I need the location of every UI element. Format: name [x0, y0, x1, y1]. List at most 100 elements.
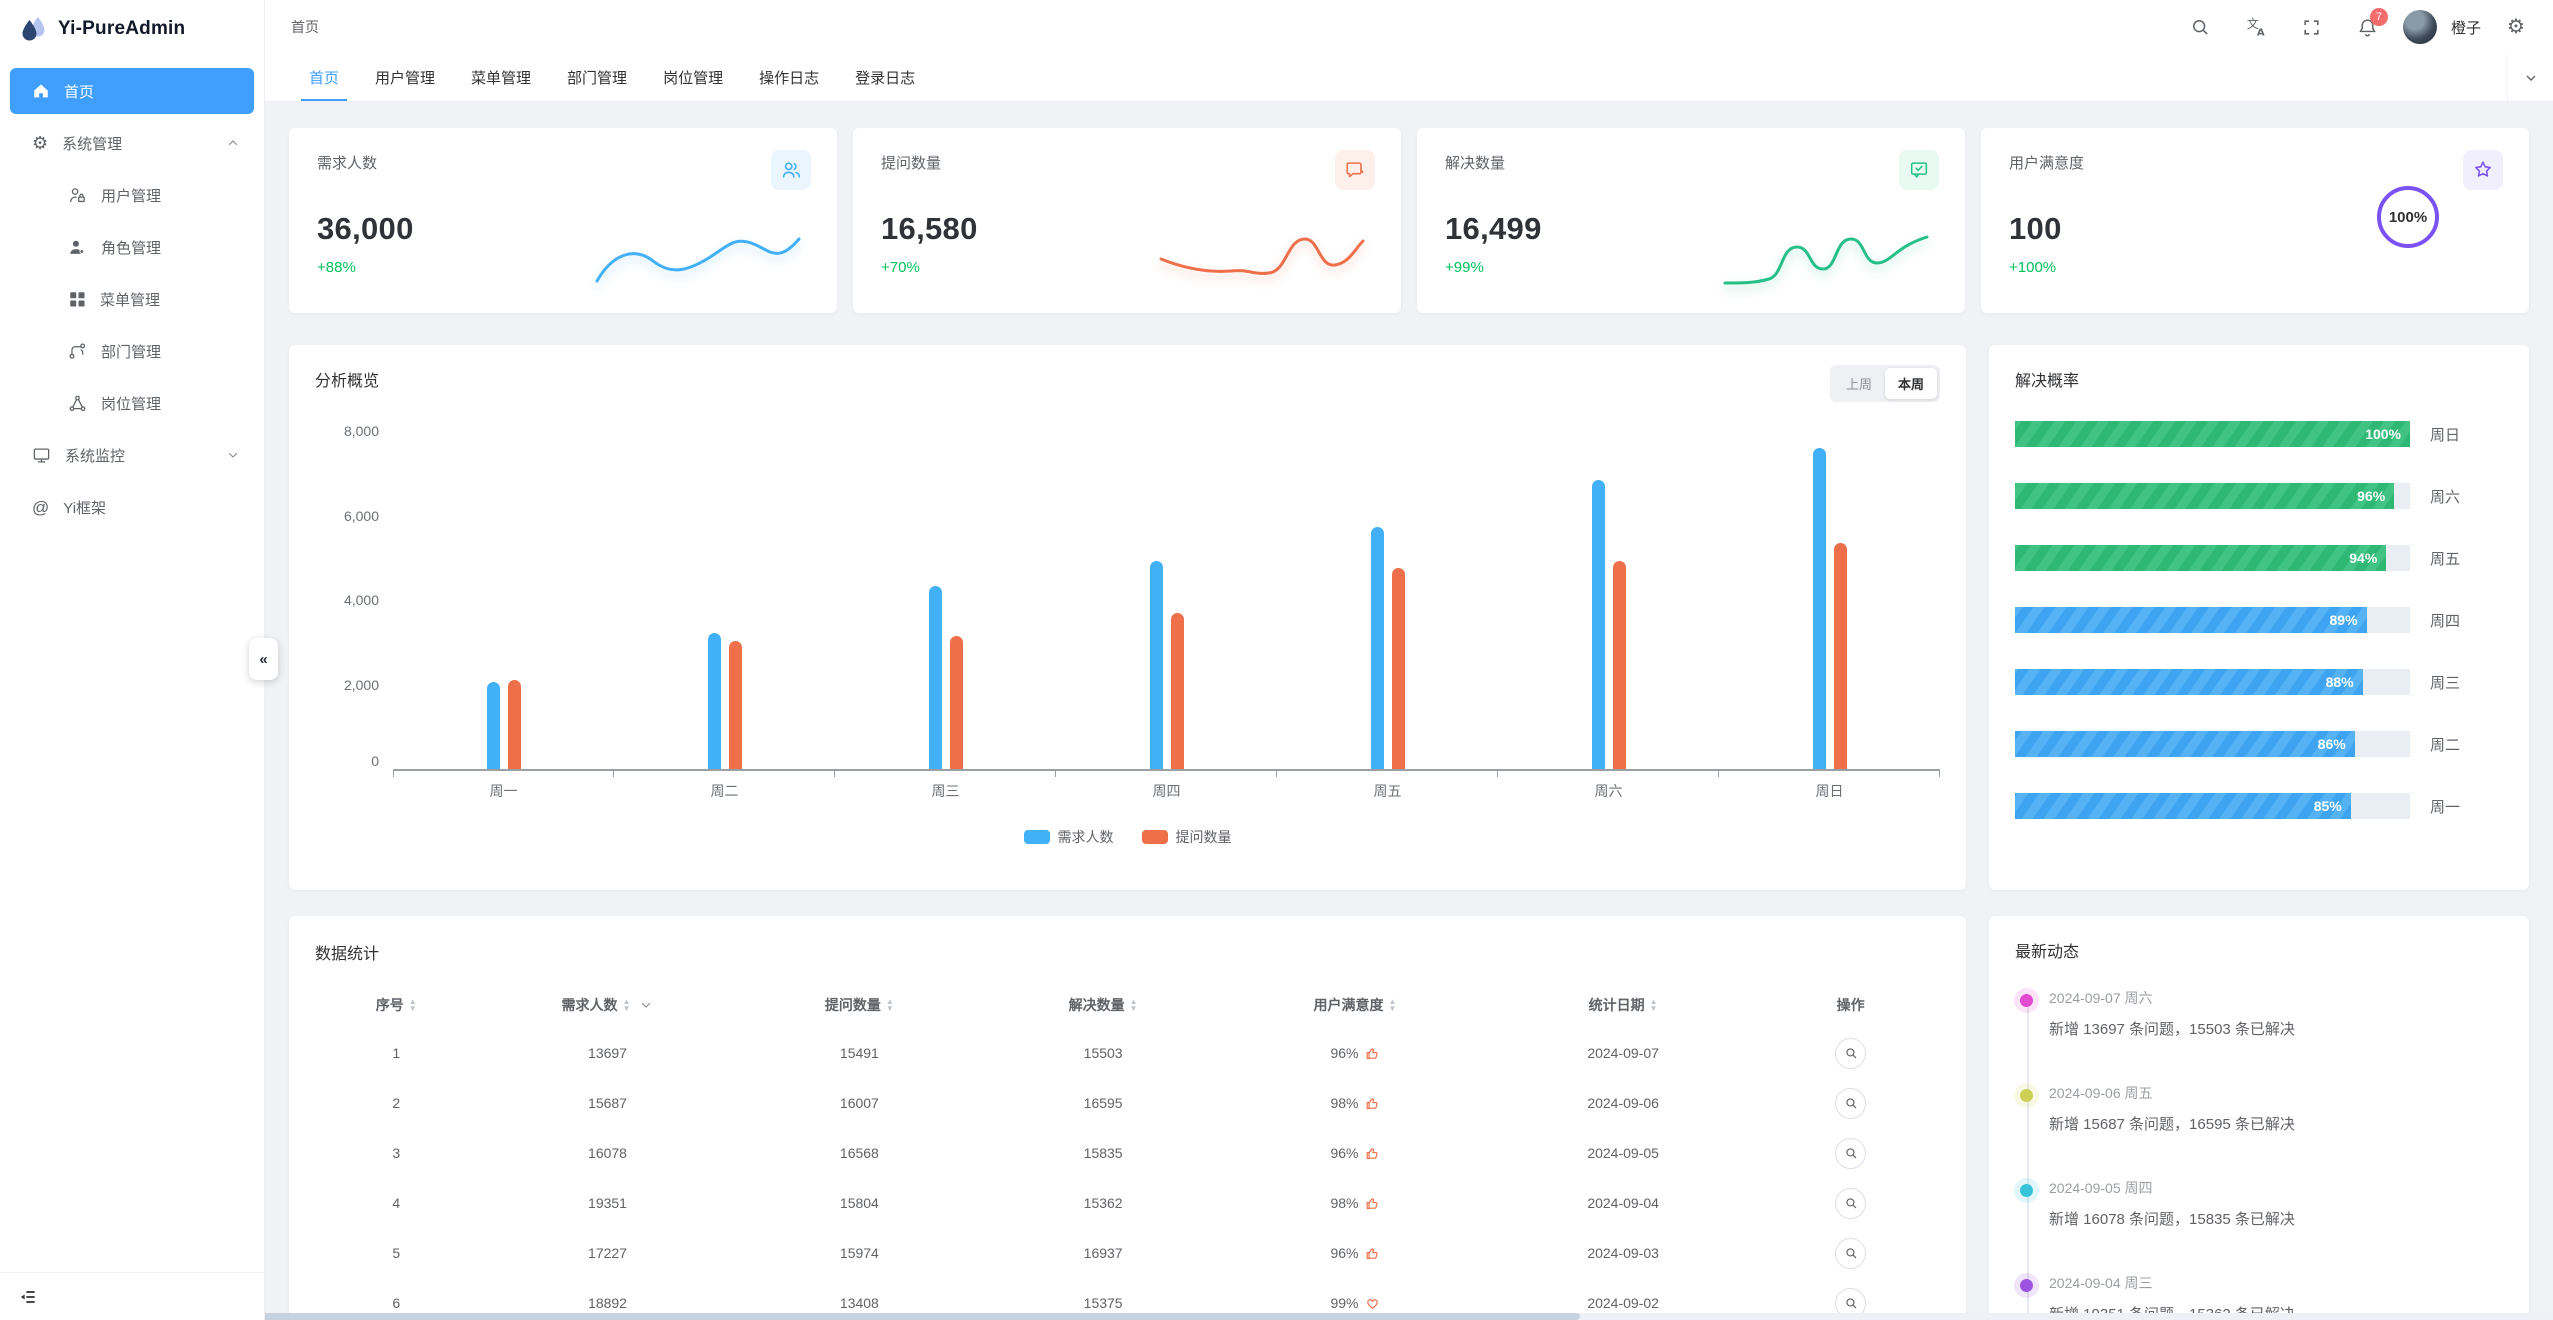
droplet-logo-icon [22, 17, 45, 41]
progress-label: 周日 [2430, 426, 2461, 444]
column-header-需求人数[interactable]: 需求人数 ▲ ▼ [478, 982, 738, 1028]
sidebar-collapse-fab[interactable]: « [249, 638, 278, 680]
column-header-解决数量[interactable]: 解决数量 ▲ ▼ [981, 982, 1225, 1028]
column-header-用户满意度[interactable]: 用户满意度 ▲ ▼ [1225, 982, 1485, 1028]
breadcrumb[interactable]: 首页 [291, 19, 319, 35]
progress-value: 86% [2317, 736, 2346, 752]
notifications-button[interactable]: 7 [2347, 6, 2389, 48]
cell-index: 1 [392, 1045, 401, 1061]
cell-solve: 15362 [1083, 1195, 1123, 1211]
bar-提问数量 [728, 641, 742, 769]
sort-carets-icon[interactable]: ▲ ▼ [622, 997, 631, 1013]
sidebar-item-角色管理[interactable]: 角色管理 [10, 224, 254, 270]
collapse-sidebar-icon[interactable] [18, 1287, 38, 1307]
tab-首页[interactable]: 首页 [291, 54, 357, 101]
sidebar-item-部门管理[interactable]: 部门管理 [10, 328, 254, 374]
view-detail-button[interactable] [1835, 1187, 1867, 1219]
analysis-overview-card: 分析概览 上周 本周 8,000 6,000 4,000 2,000 0 周一 周二 周三 周四… [289, 345, 1966, 890]
table-row: 4 19351 15804 15362 98% 2024-09-04 [315, 1178, 1940, 1228]
column-header-序号[interactable]: 序号 ▲ ▼ [315, 982, 478, 1028]
tab-部门管理[interactable]: 部门管理 [567, 70, 628, 87]
tab-menu-button[interactable] [2507, 54, 2553, 101]
tab-用户管理[interactable]: 用户管理 [375, 70, 436, 87]
user-avatar[interactable] [2402, 10, 2437, 44]
column-header-提问数量[interactable]: 提问数量 ▲ ▼ [738, 982, 982, 1028]
timeline-dot [2020, 1184, 2033, 1197]
cell-date: 2024-09-03 [1587, 1245, 1659, 1261]
sort-carets-icon[interactable]: ▲ ▼ [408, 997, 417, 1013]
sort-carets-icon[interactable]: ▲ ▼ [1649, 997, 1658, 1013]
username[interactable]: 橙子 [2450, 19, 2481, 37]
progress-track: 100% [2015, 421, 2410, 447]
sidebar-item-系统管理[interactable]: ⚙ 系统管理 [10, 120, 254, 166]
view-detail-button[interactable] [1835, 1237, 1867, 1269]
chat-icon [1335, 150, 1375, 190]
bar-需求人数 [1591, 480, 1605, 769]
settings-button[interactable]: ⚙ [2495, 6, 2537, 48]
column-header-统计日期[interactable]: 统计日期 ▲ ▼ [1485, 982, 1761, 1028]
cell-demand: 18892 [588, 1295, 627, 1311]
top-header: 首页 文 A 7 橙子 ⚙ [265, 0, 2553, 54]
solve-rate-title: 解决概率 [2015, 373, 2080, 390]
solve-rate-row-周六: 96% 周六 [2015, 483, 2503, 509]
bar-chart: 8,000 6,000 4,000 2,000 0 周一 周二 周三 周四 周五 周六 周日 需求人… [315, 423, 1940, 847]
bar-提问数量 [1391, 568, 1405, 769]
progress-label: 周一 [2430, 798, 2461, 816]
sort-carets-icon[interactable]: ▲ ▼ [885, 997, 894, 1013]
column-label: 解决数量 [1068, 997, 1125, 1013]
cell-solve: 15503 [1083, 1045, 1123, 1061]
tab-岗位管理[interactable]: 岗位管理 [663, 70, 724, 87]
sort-carets-icon[interactable]: ▲ ▼ [1129, 997, 1138, 1013]
news-text: 新增 16078 条问题，15835 条已解决 [2049, 1211, 2295, 1228]
scrollbar-thumb[interactable] [180, 1313, 1580, 1320]
chevron-down-icon [2526, 75, 2535, 81]
progress-value: 94% [2349, 550, 2378, 566]
timeline-dot [2020, 1279, 2033, 1292]
filter-chevron-icon[interactable] [639, 998, 653, 1012]
legend-item-提问数量[interactable]: 提问数量 [1141, 827, 1232, 847]
x-axis-tick [393, 771, 394, 777]
sparkline [1159, 237, 1365, 275]
sidebar-item-label: Yi框架 [63, 499, 107, 517]
sparkline [1723, 235, 1929, 285]
view-detail-button[interactable] [1835, 1037, 1867, 1069]
sidebar-item-Yi框架[interactable]: @ Yi框架 [10, 484, 254, 530]
solve-rate-row-周四: 89% 周四 [2015, 607, 2503, 633]
fullscreen-button[interactable] [2291, 6, 2333, 48]
view-detail-button[interactable] [1835, 1137, 1867, 1169]
horizontal-scrollbar[interactable] [0, 1313, 2553, 1320]
magnifier-icon [1844, 1196, 1858, 1210]
cell-solve: 15835 [1083, 1145, 1123, 1161]
cell-question: 16568 [839, 1145, 879, 1161]
cell-question: 16007 [839, 1095, 879, 1111]
translate-button[interactable]: 文 A [2235, 6, 2277, 48]
y-axis-label: 4,000 [343, 592, 379, 608]
stat-delta: +100% [2009, 259, 2057, 276]
tab-登录日志[interactable]: 登录日志 [855, 70, 916, 87]
tab-操作日志[interactable]: 操作日志 [759, 70, 820, 87]
sidebar-item-首页[interactable]: 首页 [10, 68, 254, 114]
x-axis-label: 周五 [1373, 783, 1402, 799]
timeline-dot [2020, 994, 2033, 1007]
sidebar-item-系统监控[interactable]: 系统监控 [10, 432, 254, 478]
toggle-上周[interactable]: 上周 [1845, 377, 1872, 392]
news-timeline: 2024-09-07 周六 新增 13697 条问题，15503 条已解决 2024… [2015, 988, 2503, 1320]
sidebar-item-label: 菜单管理 [100, 291, 161, 309]
bar-group-周日 [1719, 431, 1940, 777]
sparkline [595, 237, 801, 283]
sidebar-item-菜单管理[interactable]: 菜单管理 [10, 276, 254, 322]
sort-carets-icon[interactable]: ▲ ▼ [1388, 997, 1397, 1013]
x-axis-tick [834, 771, 835, 777]
chart-legend: 需求人数 提问数量 [315, 827, 1940, 847]
sidebar-item-用户管理[interactable]: 用户管理 [10, 172, 254, 218]
message-check-icon [1899, 150, 1939, 190]
cell-index: 3 [392, 1145, 401, 1161]
toggle-本周[interactable]: 本周 [1884, 368, 1937, 399]
legend-item-需求人数[interactable]: 需求人数 [1023, 827, 1114, 847]
tab-菜单管理[interactable]: 菜单管理 [471, 70, 532, 87]
x-axis-tick [1497, 771, 1498, 777]
search-button[interactable] [2179, 6, 2221, 48]
view-detail-button[interactable] [1835, 1087, 1867, 1119]
column-label: 序号 [375, 997, 404, 1013]
sidebar-item-岗位管理[interactable]: 岗位管理 [10, 380, 254, 426]
